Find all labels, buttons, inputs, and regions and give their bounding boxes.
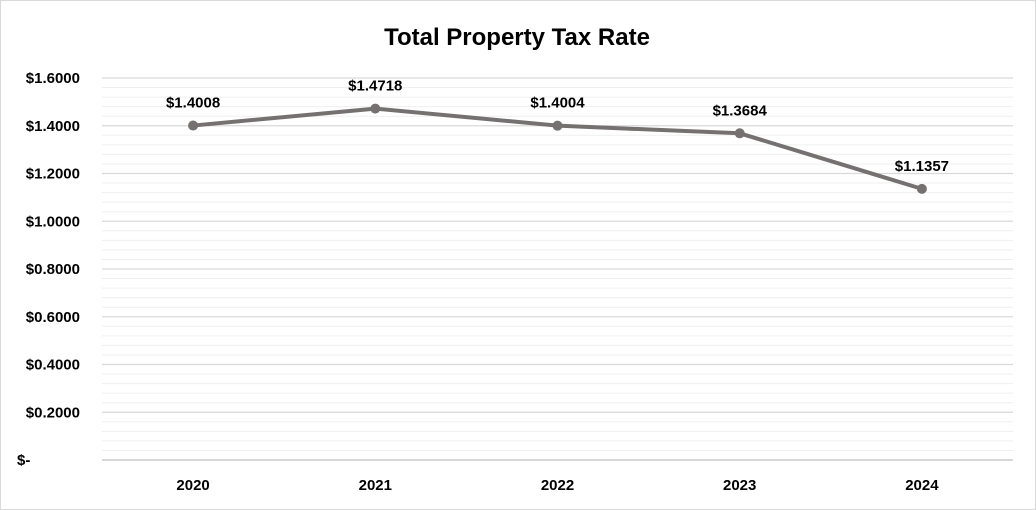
x-tick-label: 2024: [905, 477, 939, 494]
y-tick-label: $0.2000: [26, 404, 80, 421]
y-tick-label: $0.6000: [26, 309, 80, 326]
series-line: [192, 106, 923, 191]
y-tick-label: $0.8000: [26, 261, 80, 278]
x-tick-label: 2022: [541, 477, 574, 494]
data-label: $1.3684: [713, 102, 768, 119]
data-label: $1.4004: [530, 95, 585, 112]
x-tick-label: 2023: [723, 477, 756, 494]
x-tick-label: 2021: [359, 477, 392, 494]
data-label: $1.1357: [895, 158, 949, 175]
data-point: [188, 120, 199, 131]
y-tick-label: $1.2000: [26, 166, 80, 183]
y-tick-label: $1.6000: [26, 70, 80, 87]
data-label: $1.4008: [166, 95, 220, 112]
chart-title: Total Property Tax Rate: [384, 24, 650, 51]
x-axis: 2020 2021 2022 2023 2024: [176, 477, 939, 494]
y-tick-label: $1.0000: [26, 213, 80, 230]
data-point: [734, 128, 745, 139]
data-point: [916, 183, 927, 194]
y-axis: $1.6000 $1.4000 $1.2000 $1.0000 $0.8000 $0.60…: [17, 70, 80, 469]
y-tick-label: $0.4000: [26, 357, 80, 374]
data-point: [370, 103, 381, 114]
x-tick-label: 2020: [176, 477, 209, 494]
gridlines: [102, 77, 1013, 461]
y-tick-label: $-: [17, 452, 30, 469]
data-point: [552, 120, 563, 131]
data-label: $1.4718: [348, 78, 402, 95]
y-tick-label: $1.4000: [26, 118, 80, 135]
series-layer: $1.4008 $1.4718 $1.4004 $1.3684 $1.1357: [166, 78, 949, 194]
